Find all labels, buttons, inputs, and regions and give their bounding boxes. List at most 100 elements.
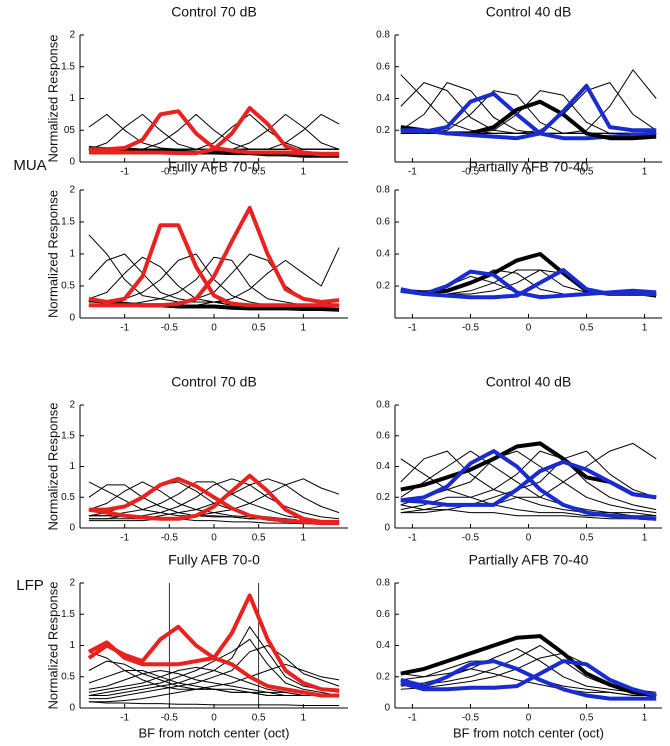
y-tick-label: 0.4 [376,640,390,651]
y-tick-label: 2 [69,30,75,41]
x-tick-label: 0 [526,167,532,178]
y-tick-label: 0 [384,703,390,714]
curve [88,106,340,157]
y-tick-label: 0 [384,523,390,534]
x-tick-label: -1 [120,713,129,724]
y-tick-label: 2 [69,578,75,589]
plot-area [400,634,657,701]
curve [88,670,340,696]
y-tick-label: 0.2 [376,492,390,503]
curve [88,478,340,522]
y-tick-label: 0.4 [376,461,390,472]
plot-area [88,473,340,526]
y-tick-label: 0.2 [376,281,390,292]
curve [400,450,657,511]
curve [88,626,340,696]
y-tick-label: 0.6 [376,61,390,72]
y-tick-label: 0 [69,157,75,168]
panel-title: Control 40 dB [486,4,572,20]
y-tick-label: 0 [69,523,75,534]
curve [400,659,657,701]
x-tick-label: 0.5 [252,167,266,178]
curve [400,268,657,300]
x-tick-label: 1 [301,713,307,724]
y-tick-label: 2 [69,400,75,411]
panel-title: Control 70 dB [171,4,257,20]
y-tick-label: 1.5 [61,609,75,620]
curve [400,450,657,517]
plot-area [400,441,657,521]
curve [400,659,657,698]
curve [88,205,340,308]
x-tick-label: 0 [211,167,217,178]
y-axis-label: Normalized Response [45,582,60,710]
y-tick-label: 05 [64,125,76,136]
plot-area [400,69,657,141]
y-tick-label: 1 [69,93,75,104]
y-tick-label: 1 [69,249,75,260]
x-axis-label: BF from notch center (oct) [139,725,290,740]
y-tick-label: 0.6 [376,217,390,228]
y-tick-label: 0.8 [376,578,390,589]
x-tick-label: 1 [642,167,648,178]
curve [88,638,340,696]
y-axis-label: Normalized Response [45,190,60,318]
x-tick-label: 0 [526,713,532,724]
x-tick-label: -0.5 [462,533,480,544]
x-tick-label: -0.5 [462,167,480,178]
x-tick-label: -0.5 [161,533,179,544]
plot-area [88,106,340,158]
x-tick-label: -0.5 [462,323,480,334]
curve [88,663,340,703]
x-tick-label: 0 [211,713,217,724]
x-tick-label: -1 [120,533,129,544]
x-tick-label: 0.5 [580,323,594,334]
y-tick-label: 0 [69,703,75,714]
curve [400,459,657,507]
x-tick-label: -1 [120,323,129,334]
curve [88,146,340,158]
curve [400,83,657,141]
x-tick-label: 0.5 [252,713,266,724]
x-tick-label: -1 [408,533,417,544]
curve [87,593,340,693]
x-tick-label: 0.5 [580,167,594,178]
y-tick-label: 0.5 [61,492,75,503]
x-tick-label: 1 [301,323,307,334]
curve [400,450,657,517]
y-tick-label: 1.5 [61,430,75,441]
x-tick-label: 0 [211,533,217,544]
x-tick-label: -0.5 [161,713,179,724]
x-tick-label: -1 [408,167,417,178]
panel-title: Fully AFB 70-0 [168,159,260,175]
y-tick-label: 0.8 [376,30,390,41]
y-axis-label: Normalized Response [45,35,60,163]
y-tick-label: 0 [69,313,75,324]
y-tick-label: 1 [69,640,75,651]
curve [400,504,657,521]
plot-area [400,252,657,300]
curve [88,473,340,524]
x-tick-label: 1 [301,167,307,178]
row-label: LFP [16,577,44,594]
y-tick-label: 0.5 [61,281,75,292]
y-axis-label: Normalized Response [45,403,60,531]
curve [88,223,340,308]
x-tick-label: 1 [642,713,648,724]
x-tick-label: -0.5 [161,167,179,178]
panel-title: Fully AFB 70-0 [168,552,260,568]
curve [400,450,657,514]
panel-title: Partially AFB 70-40 [469,552,589,568]
panel-title: Partially AFB 70-40 [469,159,589,175]
x-tick-label: 0.5 [580,713,594,724]
x-tick-label: 1 [301,533,307,544]
x-tick-label: -1 [408,323,417,334]
x-tick-label: -1 [408,713,417,724]
y-tick-label: 2 [69,185,75,196]
x-tick-label: 0 [526,533,532,544]
y-tick-label: 0.4 [376,93,390,104]
plot-area [88,205,340,312]
y-tick-label: 1.5 [61,217,75,228]
y-tick-label: 0.2 [376,125,390,136]
